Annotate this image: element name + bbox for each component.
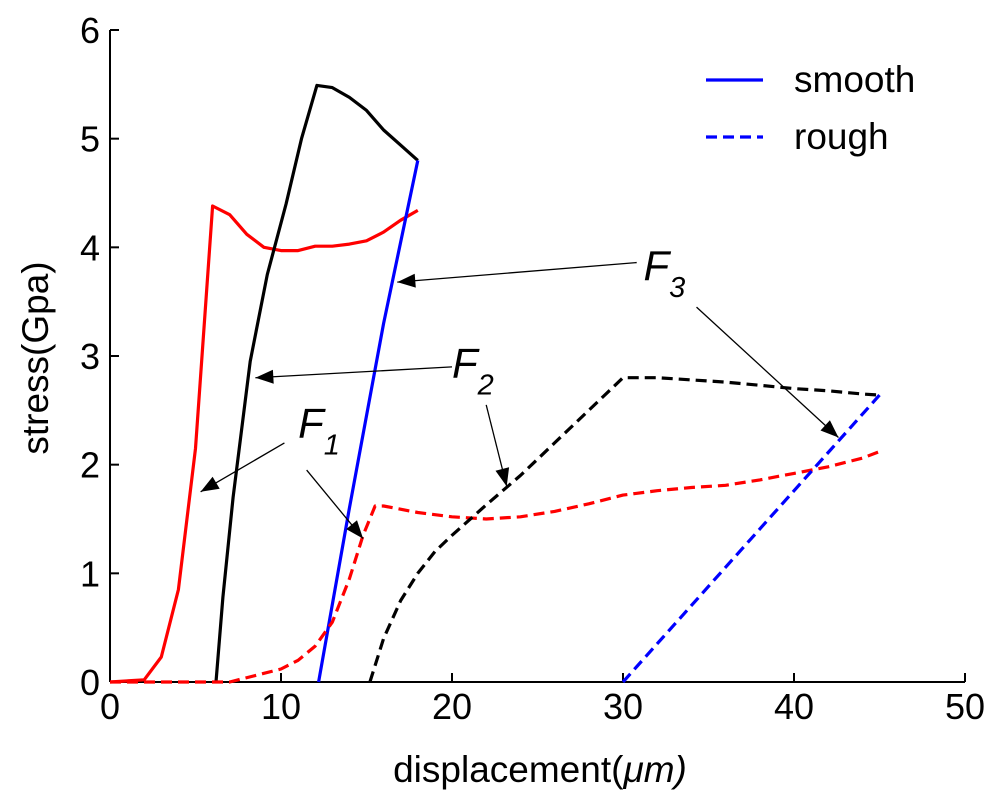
- annotation-arrowhead: [397, 273, 416, 288]
- y-tick-label: 5: [80, 119, 100, 160]
- x-tick-label: 30: [603, 686, 643, 727]
- series-line-smooth-1: [214, 83, 419, 683]
- series-line-smooth-0: [109, 204, 419, 684]
- y-tick-label: 1: [80, 553, 100, 594]
- annotation-arrow-line: [397, 261, 637, 283]
- y-tick-label: 3: [80, 336, 100, 377]
- x-tick-label: 50: [945, 686, 985, 727]
- axes: 0 10 20 30 40 50 0 1 2 3 4 5 6: [80, 10, 985, 727]
- series-line-rough-4: [368, 376, 880, 683]
- x-axis-label-text: displacement(: [393, 749, 624, 790]
- x-axis-label-unit: μm): [622, 749, 686, 790]
- series-line-rough-5: [621, 394, 881, 684]
- annotation-arrowhead: [495, 467, 510, 487]
- x-tick-label: 40: [774, 686, 814, 727]
- annotation-arrowhead: [820, 420, 839, 438]
- y-tick-label: 0: [80, 662, 100, 703]
- series-line-smooth-2: [317, 160, 420, 683]
- annotation-main: F: [452, 340, 480, 387]
- annotation-arrowhead: [346, 520, 364, 539]
- x-tick-label: 20: [432, 686, 472, 727]
- annotation-arrowhead: [255, 369, 274, 384]
- x-tick-label: 0: [100, 686, 120, 727]
- y-tick-label: 4: [80, 227, 100, 268]
- series-line-rough-3: [110, 450, 881, 684]
- annotation-arrow-line: [255, 366, 453, 379]
- annotation-label-F2: F2: [452, 340, 494, 402]
- annotation-main: F: [298, 400, 326, 447]
- y-axis-label: stress(Gpa): [15, 261, 56, 454]
- annotation-subscript: 1: [324, 430, 340, 462]
- annotation-main: F: [644, 242, 672, 289]
- annotation-label-F1: F1: [298, 400, 340, 462]
- annotation-subscript: 3: [669, 272, 685, 304]
- y-tick-label: 2: [80, 445, 100, 486]
- series-group: [109, 83, 881, 684]
- annotation-arrow-line: [696, 306, 839, 438]
- x-axis-label: displacement(μm): [393, 749, 687, 790]
- legend-label-0: smooth: [794, 59, 915, 100]
- annotation-arrowhead: [200, 476, 220, 492]
- x-tick-label: 10: [261, 686, 301, 727]
- annotation-subscript: 2: [477, 370, 494, 402]
- legend-label-1: rough: [794, 116, 889, 157]
- y-tick-label: 6: [80, 10, 100, 51]
- legend: smooth rough: [706, 59, 915, 157]
- annotation-label-F3: F3: [644, 242, 686, 304]
